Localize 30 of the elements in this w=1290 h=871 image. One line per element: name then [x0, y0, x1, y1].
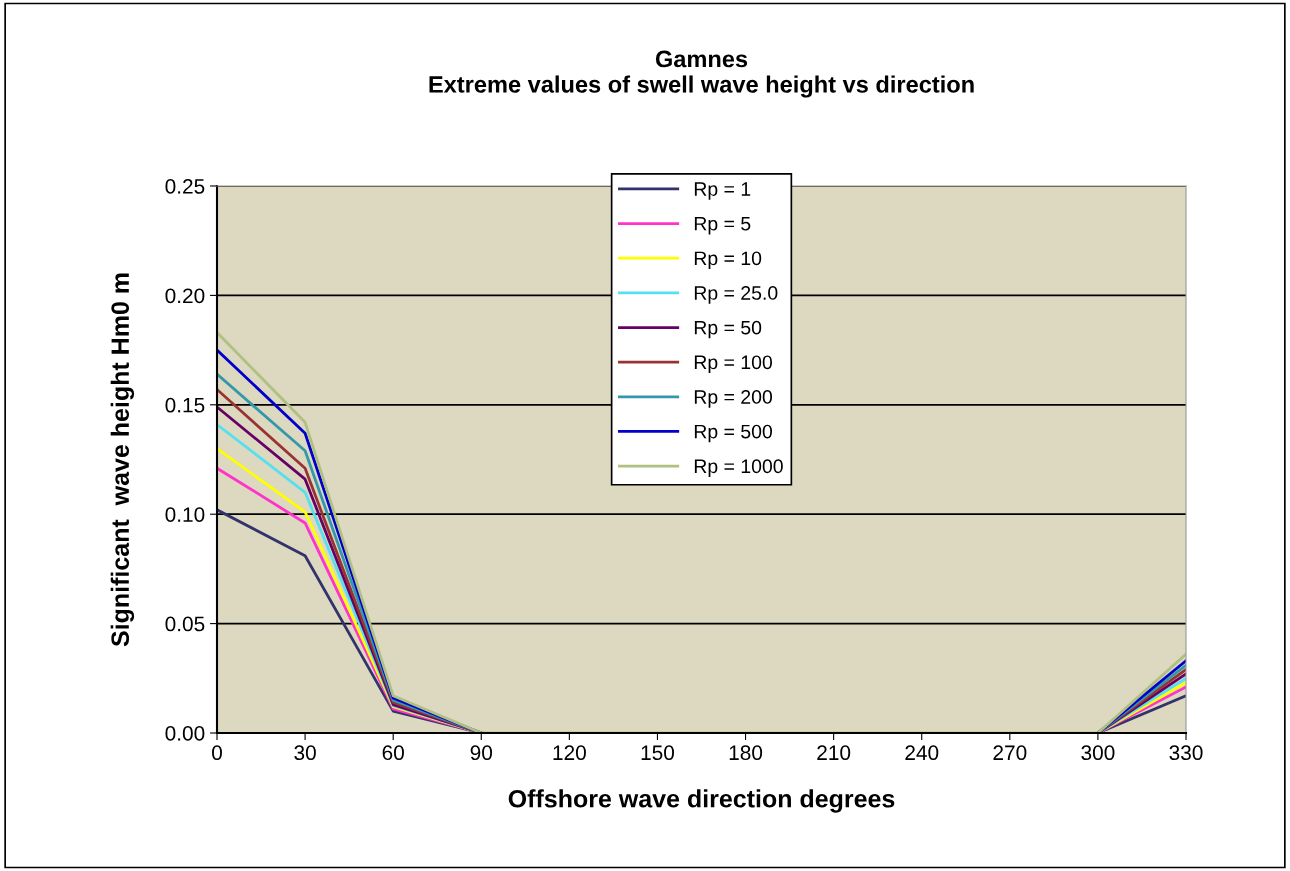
y-axis-title: Significant wave height Hm0 m: [110, 273, 135, 647]
legend-label: Rp = 25.0: [694, 286, 778, 304]
chart-title: Gamnes Extreme values of swell wave height vs direction: [429, 50, 974, 98]
y-tick-label: 0.00: [165, 726, 205, 741]
x-axis-title: Offshore wave direction degrees: [508, 789, 895, 813]
x-tick-label: 270: [993, 745, 1027, 761]
x-tick-label: 180: [729, 745, 763, 761]
y-tick-label: 0.20: [165, 288, 205, 304]
x-tick-label: 120: [553, 745, 586, 761]
x-tick-label: 90: [470, 745, 493, 761]
legend-label: Rp = 1: [694, 182, 751, 200]
x-tick-label: 30: [294, 745, 316, 761]
legend-label: Rp = 100: [694, 355, 773, 374]
x-tick-label: 210: [817, 745, 851, 761]
legend-label: Rp = 5: [694, 216, 751, 235]
legend-label: Rp = 50: [694, 320, 762, 339]
y-tick-label: 0.25: [165, 179, 205, 194]
y-tick-label: 0.05: [165, 616, 205, 632]
y-tick-label: 0.10: [165, 507, 205, 522]
legend-label: Rp = 1000: [694, 459, 783, 477]
x-tick-label: 330: [1169, 745, 1203, 761]
y-tick-label: 0.15: [165, 397, 205, 413]
x-tick-label: 0: [212, 745, 222, 761]
legend-label: Rp = 200: [694, 390, 773, 408]
legend-label: Rp = 500: [694, 424, 773, 443]
x-tick-label: 60: [382, 745, 404, 761]
x-tick-label: 300: [1081, 745, 1115, 761]
x-tick-label: 150: [641, 745, 675, 761]
legend-label: Rp = 10: [694, 251, 762, 270]
x-tick-label: 240: [905, 745, 939, 761]
